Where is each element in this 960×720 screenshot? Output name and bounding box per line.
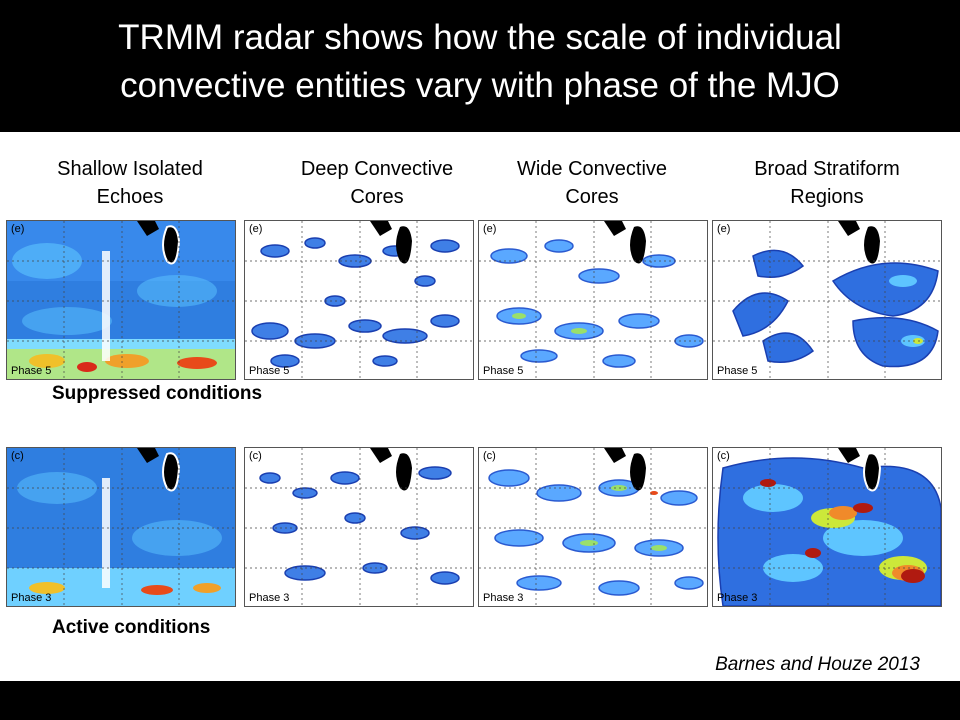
map-panel-stratiform-active: (c) Phase 3 [712,447,942,607]
wide-convective-core-map [479,448,707,606]
active-conditions-label: Active conditions [52,617,211,638]
column-header-wide-convective-cores: Wide Convective Cores [516,158,668,208]
slide-title: TRMM radar shows how the scale of indivi… [118,18,842,105]
deep-convective-core-map [245,448,473,606]
column-header-broad-stratiform-regions: Broad Stratiform Regions [754,158,900,208]
panel-phase-label: Phase 5 [717,365,758,377]
map-panel-wide-active: (c) Phase 3 [478,447,708,607]
shallow-isolated-echo-map [7,221,235,379]
panel-letter: (e) [11,223,25,235]
column-header-shallow-isolated-echoes: Shallow Isolated Echoes [57,158,203,208]
panel-letter: (e) [717,223,731,235]
map-panel-deep-suppressed: (e) Phase 5 [244,220,474,380]
column-header-deep-convective-cores: Deep Convective Cores [300,158,454,208]
shallow-isolated-echo-map [7,448,235,606]
panel-phase-label: Phase 3 [483,592,524,604]
deep-convective-core-map [245,221,473,379]
citation: Barnes and Houze 2013 [715,654,920,675]
panel-phase-label: Phase 5 [483,365,524,377]
bottom-bar [0,681,960,720]
map-panel-shallow-suppressed: (e) Phase 5 [6,220,236,380]
panel-phase-label: Phase 5 [11,365,52,377]
panel-letter: (e) [483,223,497,235]
map-panel-stratiform-suppressed: (e) Phase 5 [712,220,942,380]
panel-letter: (c) [249,450,262,462]
panel-phase-label: Phase 3 [249,592,290,604]
panel-letter: (c) [483,450,496,462]
broad-stratiform-region-map [713,221,941,379]
title-bar: TRMM radar shows how the scale of indivi… [0,0,960,132]
map-panel-deep-active: (c) Phase 3 [244,447,474,607]
map-panel-wide-suppressed: (e) Phase 5 [478,220,708,380]
panel-phase-label: Phase 3 [717,592,758,604]
panel-phase-label: Phase 3 [11,592,52,604]
map-panel-shallow-active: (c) Phase 3 [6,447,236,607]
broad-stratiform-region-map [713,448,941,606]
suppressed-conditions-label: Suppressed conditions [52,383,263,404]
panel-phase-label: Phase 5 [249,365,290,377]
panel-letter: (c) [11,450,24,462]
panel-letter: (e) [249,223,263,235]
panel-letter: (c) [717,450,730,462]
wide-convective-core-map [479,221,707,379]
